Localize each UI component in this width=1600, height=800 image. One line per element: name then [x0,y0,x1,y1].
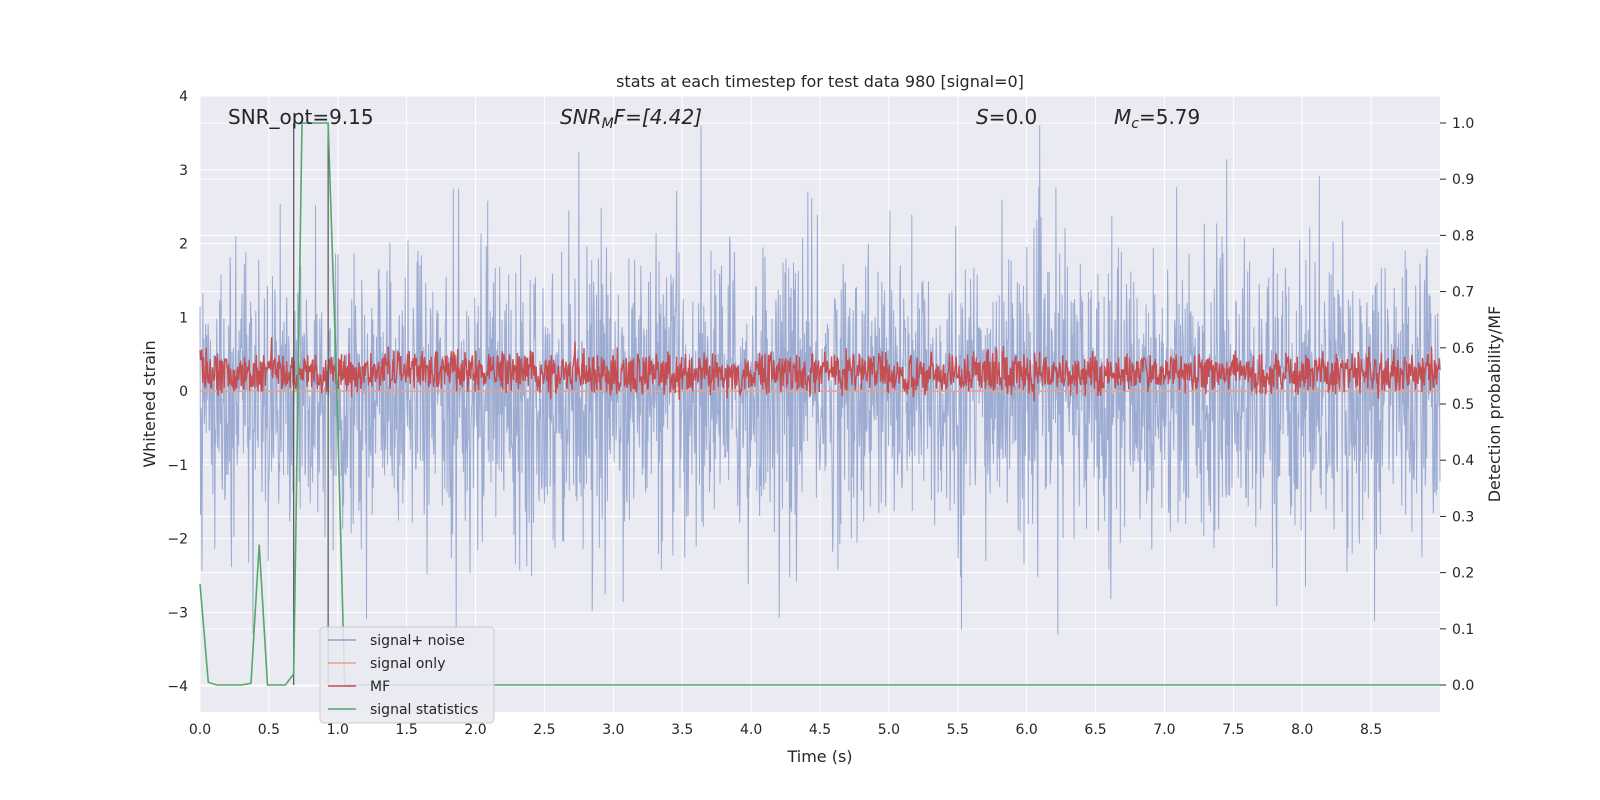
x-axis-label: Time (s) [786,747,852,766]
snr-mf-rest: F=[4.42] [614,105,702,129]
y-right-tick-label: 0.8 [1452,228,1474,244]
x-tick-label: 3.5 [671,722,693,738]
legend-label-signal-only: signal only [370,656,445,672]
s-rest: =0.0 [989,105,1038,129]
legend-item-signal-only: signal only [328,656,445,672]
y-tick-label: −1 [167,458,188,474]
x-tick-labels: 0.0 0.5 1.0 1.5 2.0 2.5 3.0 3.5 4.0 4.5 5.0 5.5 6.0 6… [189,722,1382,738]
y-right-tick-label: 0.6 [1452,341,1474,357]
legend-label-signal-statistics: signal statistics [370,702,478,718]
y-tick-label: 3 [179,163,188,179]
x-tick-label: 1.0 [327,722,349,738]
x-tick-label: 8.5 [1360,722,1382,738]
y-right-tick-label: 1.0 [1452,116,1474,132]
series-signal-statistics [199,122,1440,686]
mc-sub: c [1131,116,1139,132]
y-right-axis-label: Detection probability/MF [1485,306,1504,503]
x-tick-label: 8.0 [1291,722,1313,738]
y-right-tick-label: 0.3 [1452,509,1474,525]
y-tick-label: −3 [167,605,188,621]
chart-title: stats at each timestep for test data 980… [616,72,1024,91]
vertical-markers [293,122,329,686]
annotation-s: S=0.0 [976,105,1037,129]
x-tick-label: 7.0 [1153,722,1175,738]
x-tick-label: 4.5 [809,722,831,738]
legend-item-signal-statistics: signal statistics [328,702,478,718]
x-tick-label: 7.5 [1222,722,1244,738]
y-right-tick-label: 0.4 [1452,453,1474,469]
y-tick-label: 2 [179,237,188,253]
x-tick-label: 5.0 [878,722,900,738]
mc-rest: =5.79 [1139,105,1200,129]
line-signal-statistics [199,122,1440,686]
legend-label-signal-noise: signal+ noise [370,633,465,649]
legend-item-mf: MF [328,679,390,695]
mc-main: M [1114,105,1131,129]
y-right-tick-label: 0.0 [1452,678,1474,694]
y-right-tick-labels: 1.0 0.9 0.8 0.7 0.6 0.5 0.4 0.3 0.2 0.1 0.0 [1440,116,1474,694]
x-tick-label: 6.5 [1084,722,1106,738]
y-tick-label: 4 [179,89,188,105]
series-mf [199,337,1441,402]
legend-item-signal-noise: signal+ noise [328,633,465,649]
x-tick-label: 3.0 [602,722,624,738]
x-tick-label: 2.5 [533,722,555,738]
x-tick-label: 0.5 [258,722,280,738]
snr-mf-sub: M [602,116,614,132]
snr-mf-main: SNR [560,105,602,129]
y-tick-label: −2 [167,532,188,548]
y-right-tick-label: 0.7 [1452,285,1474,301]
y-axis-label: Whitened strain [140,340,159,467]
x-tick-label: 6.0 [1016,722,1038,738]
y-tick-label: 0 [179,384,188,400]
annotation-mc: Mc=5.79 [1114,105,1200,132]
y-tick-label: 1 [179,310,188,326]
legend-box [319,626,495,724]
y-tick-label: −4 [167,679,188,695]
x-tick-label: 0.0 [189,722,211,738]
line-mf [199,337,1441,402]
x-tick-label: 2.0 [464,722,486,738]
y-right-tick-label: 0.9 [1452,172,1474,188]
x-tick-label: 5.5 [947,722,969,738]
x-tick-label: 1.5 [396,722,418,738]
y-right-tick-label: 0.1 [1452,622,1474,638]
legend: signal+ noise signal only MF signal stat… [319,626,495,724]
annotation-snr-mf: SNRMF=[4.42] [560,105,702,132]
y-right-tick-label: 0.2 [1452,566,1474,582]
legend-label-mf: MF [370,679,390,695]
y-right-tick-label: 0.5 [1452,397,1474,413]
y-tick-labels: 4 3 2 1 0 −1 −2 −3 −4 [167,89,188,695]
x-tick-label: 4.0 [740,722,762,738]
annotation-snr-opt: SNR_opt=9.15 [228,105,374,129]
s-main: S [976,105,989,129]
